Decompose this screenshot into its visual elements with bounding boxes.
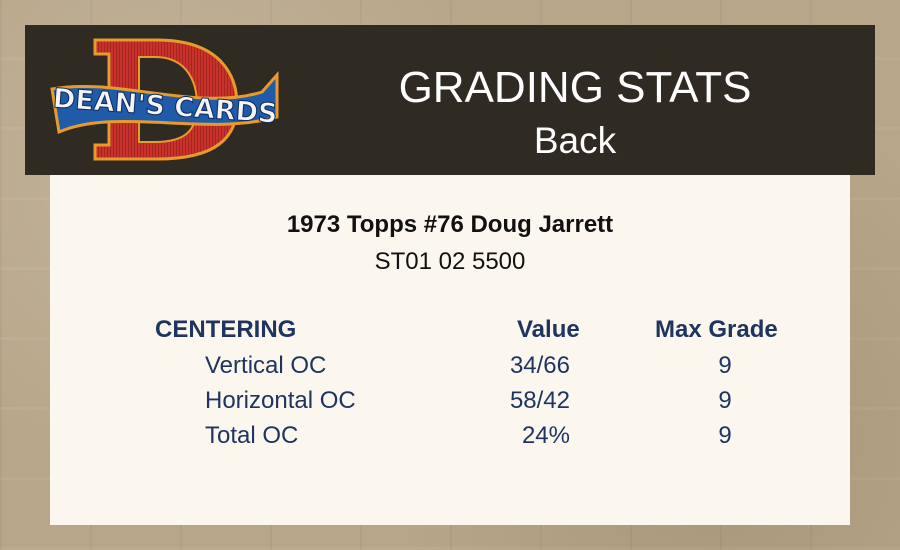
stats-card: 1973 Topps #76 Doug Jarrett ST01 02 5500…: [50, 175, 850, 525]
max-grade-column-header: Max Grade: [655, 316, 778, 343]
section-heading: CENTERING: [155, 316, 297, 343]
row-value: 34/66: [509, 352, 570, 379]
row-value: 24%: [521, 422, 570, 449]
row-label: Vertical OC: [205, 352, 327, 379]
page-subtitle: Back: [533, 120, 617, 161]
page-title: GRADING STATS: [398, 63, 752, 112]
header-banner: DEAN'S CARDS GRADING STATS Back: [25, 25, 875, 175]
row-max-grade: 9: [718, 422, 732, 449]
value-column-header: Value: [517, 316, 580, 343]
row-max-grade: 9: [718, 352, 732, 379]
card-name: 1973 Topps #76 Doug Jarrett: [286, 211, 614, 238]
row-max-grade: 9: [718, 387, 732, 414]
row-label: Horizontal OC: [205, 387, 356, 414]
row-value: 58/42: [509, 387, 570, 414]
deans-cards-logo: DEAN'S CARDS: [50, 38, 279, 161]
cert-number: ST01 02 5500: [374, 248, 526, 275]
row-label: Total OC: [205, 422, 299, 449]
